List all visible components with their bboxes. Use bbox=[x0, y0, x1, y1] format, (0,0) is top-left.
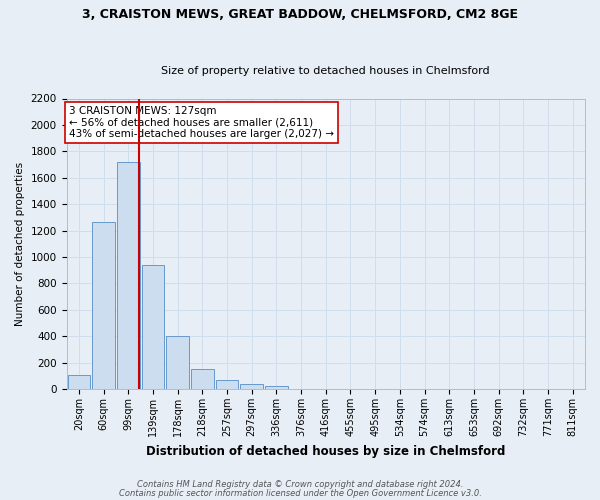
X-axis label: Distribution of detached houses by size in Chelmsford: Distribution of detached houses by size … bbox=[146, 444, 505, 458]
Bar bbox=[215, 380, 238, 389]
Bar bbox=[117, 162, 140, 389]
Y-axis label: Number of detached properties: Number of detached properties bbox=[15, 162, 25, 326]
Bar bbox=[68, 374, 90, 389]
Bar bbox=[142, 265, 164, 389]
Text: Contains public sector information licensed under the Open Government Licence v3: Contains public sector information licen… bbox=[119, 490, 481, 498]
Bar bbox=[191, 369, 214, 389]
Text: 3, CRAISTON MEWS, GREAT BADDOW, CHELMSFORD, CM2 8GE: 3, CRAISTON MEWS, GREAT BADDOW, CHELMSFO… bbox=[82, 8, 518, 20]
Bar bbox=[265, 386, 288, 389]
Title: Size of property relative to detached houses in Chelmsford: Size of property relative to detached ho… bbox=[161, 66, 490, 76]
Bar bbox=[166, 336, 189, 389]
Text: 3 CRAISTON MEWS: 127sqm
← 56% of detached houses are smaller (2,611)
43% of semi: 3 CRAISTON MEWS: 127sqm ← 56% of detache… bbox=[69, 106, 334, 139]
Bar bbox=[92, 222, 115, 389]
Bar bbox=[241, 384, 263, 389]
Text: Contains HM Land Registry data © Crown copyright and database right 2024.: Contains HM Land Registry data © Crown c… bbox=[137, 480, 463, 489]
